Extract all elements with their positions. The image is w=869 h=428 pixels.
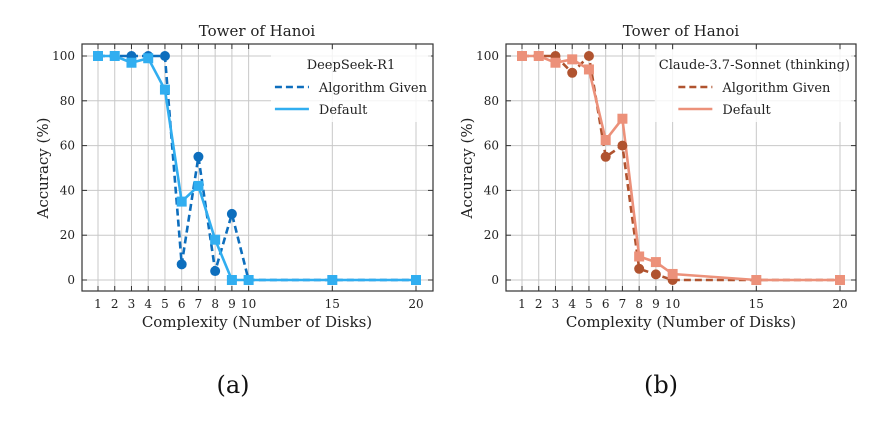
x-tick-label: 6	[178, 297, 186, 311]
data-point	[176, 196, 187, 207]
x-tick-label: 10	[665, 297, 680, 311]
plot-area: 1 2 3 4 5 6 7 8 9 10 15 20 0 20 40 60 80 100 Claude-3.7-So…	[476, 43, 857, 311]
data-point	[159, 51, 170, 61]
data-point	[617, 113, 628, 124]
x-tick-label: 6	[602, 297, 610, 311]
ticks: 1 2 3 4 5 6 7 8 9 10 15 20 0 20 40 60 80 100	[476, 44, 856, 311]
markers-default	[517, 51, 845, 285]
legend-label: Default	[722, 103, 771, 118]
data-point	[210, 266, 221, 277]
data-point	[327, 275, 338, 285]
series-line-algorithm-given	[522, 54, 840, 282]
data-point	[550, 57, 561, 68]
data-point	[93, 51, 103, 61]
y-tick-label: 60	[484, 139, 499, 153]
data-point	[109, 51, 120, 61]
legend-label: Algorithm Given	[318, 81, 428, 96]
ticks: 1 2 3 4 5 6 7 8 9 10 15 20 0 20 40 60 80 100	[52, 44, 433, 311]
legend: Claude-3.7-Sonnet (thinking) Algorithm Gi…	[654, 50, 854, 122]
chart-title: Tower of Hanoi	[199, 22, 316, 40]
chart-title: Tower of Hanoi	[623, 22, 740, 40]
data-point	[517, 51, 527, 61]
x-tick-label: 20	[408, 297, 423, 311]
x-tick-label: 10	[241, 297, 256, 311]
x-tick-label: 5	[585, 297, 593, 311]
panel-b: 1 2 3 4 5 6 7 8 9 10 15 20 0 20 40 60 80 100 Claude-3.7-So…	[458, 22, 857, 399]
legend-label: Default	[319, 103, 368, 118]
y-tick-label: 40	[60, 183, 75, 197]
data-point	[193, 151, 204, 162]
x-tick-label: 1	[94, 297, 102, 311]
x-tick-label: 3	[552, 297, 560, 311]
axes-frame	[81, 43, 434, 292]
data-point	[193, 180, 204, 191]
panel-a: 1 2 3 4 5 6 7 8 9 10 15 20 0 20 40 60 80 100 DeepSeek-R1 Al…	[34, 22, 434, 399]
y-tick-label: 20	[484, 228, 499, 242]
markers-default	[93, 51, 421, 285]
x-tick-label: 7	[619, 297, 627, 311]
x-tick-label: 7	[195, 297, 203, 311]
data-point	[533, 51, 544, 61]
y-axis-label: Accuracy (%)	[34, 117, 52, 219]
x-tick-label: 4	[144, 297, 152, 311]
legend: DeepSeek-R1 Algorithm Given Default	[270, 50, 431, 122]
data-point	[567, 54, 578, 65]
data-point	[600, 151, 611, 162]
y-tick-label: 80	[484, 94, 499, 108]
data-point	[634, 251, 645, 262]
data-point	[583, 51, 594, 61]
data-point	[600, 135, 611, 145]
panel-caption: (a)	[216, 371, 249, 399]
legend-title: DeepSeek-R1	[307, 58, 396, 73]
y-tick-label: 0	[491, 273, 499, 287]
data-point	[226, 275, 237, 285]
data-point	[835, 275, 845, 285]
x-tick-label: 9	[228, 297, 236, 311]
y-tick-label: 40	[484, 183, 499, 197]
data-point	[159, 84, 170, 95]
y-tick-label: 0	[67, 273, 75, 287]
data-point	[210, 234, 221, 245]
x-tick-label: 2	[535, 297, 543, 311]
data-point	[567, 67, 578, 78]
y-axis-label: Accuracy (%)	[458, 117, 476, 219]
plot-area: 1 2 3 4 5 6 7 8 9 10 15 20 0 20 40 60 80 100 DeepSeek-R1 Al…	[52, 43, 434, 311]
legend-label: Algorithm Given	[721, 81, 831, 96]
data-point	[634, 263, 645, 274]
data-point	[143, 53, 154, 64]
x-tick-label: 5	[161, 297, 169, 311]
x-axis-label: Complexity (Number of Disks)	[566, 313, 796, 331]
data-point	[243, 275, 254, 285]
x-tick-label: 8	[211, 297, 219, 311]
x-axis-label: Complexity (Number of Disks)	[142, 313, 372, 331]
x-tick-label: 9	[652, 297, 660, 311]
data-point	[583, 64, 594, 75]
panel-caption: (b)	[644, 371, 678, 399]
data-point	[411, 275, 421, 285]
x-tick-label: 3	[128, 297, 136, 311]
x-tick-label: 20	[832, 297, 847, 311]
y-tick-label: 100	[476, 49, 499, 63]
y-tick-label: 80	[60, 94, 75, 108]
data-point	[650, 269, 661, 280]
x-tick-label: 8	[635, 297, 643, 311]
data-point	[617, 140, 628, 151]
x-tick-label: 15	[325, 297, 340, 311]
data-point	[226, 208, 237, 219]
data-point	[176, 259, 187, 270]
axes-frame	[505, 43, 857, 292]
x-tick-label: 4	[568, 297, 576, 311]
data-point	[650, 257, 661, 268]
x-tick-label: 15	[749, 297, 764, 311]
y-tick-label: 60	[60, 139, 75, 153]
data-point	[751, 275, 762, 285]
legend-title: Claude-3.7-Sonnet (thinking)	[659, 58, 850, 73]
data-point	[126, 57, 137, 68]
y-tick-label: 20	[60, 228, 75, 242]
y-tick-label: 100	[52, 49, 75, 63]
x-tick-label: 2	[111, 297, 119, 311]
x-tick-label: 1	[518, 297, 526, 311]
data-point	[667, 268, 678, 279]
